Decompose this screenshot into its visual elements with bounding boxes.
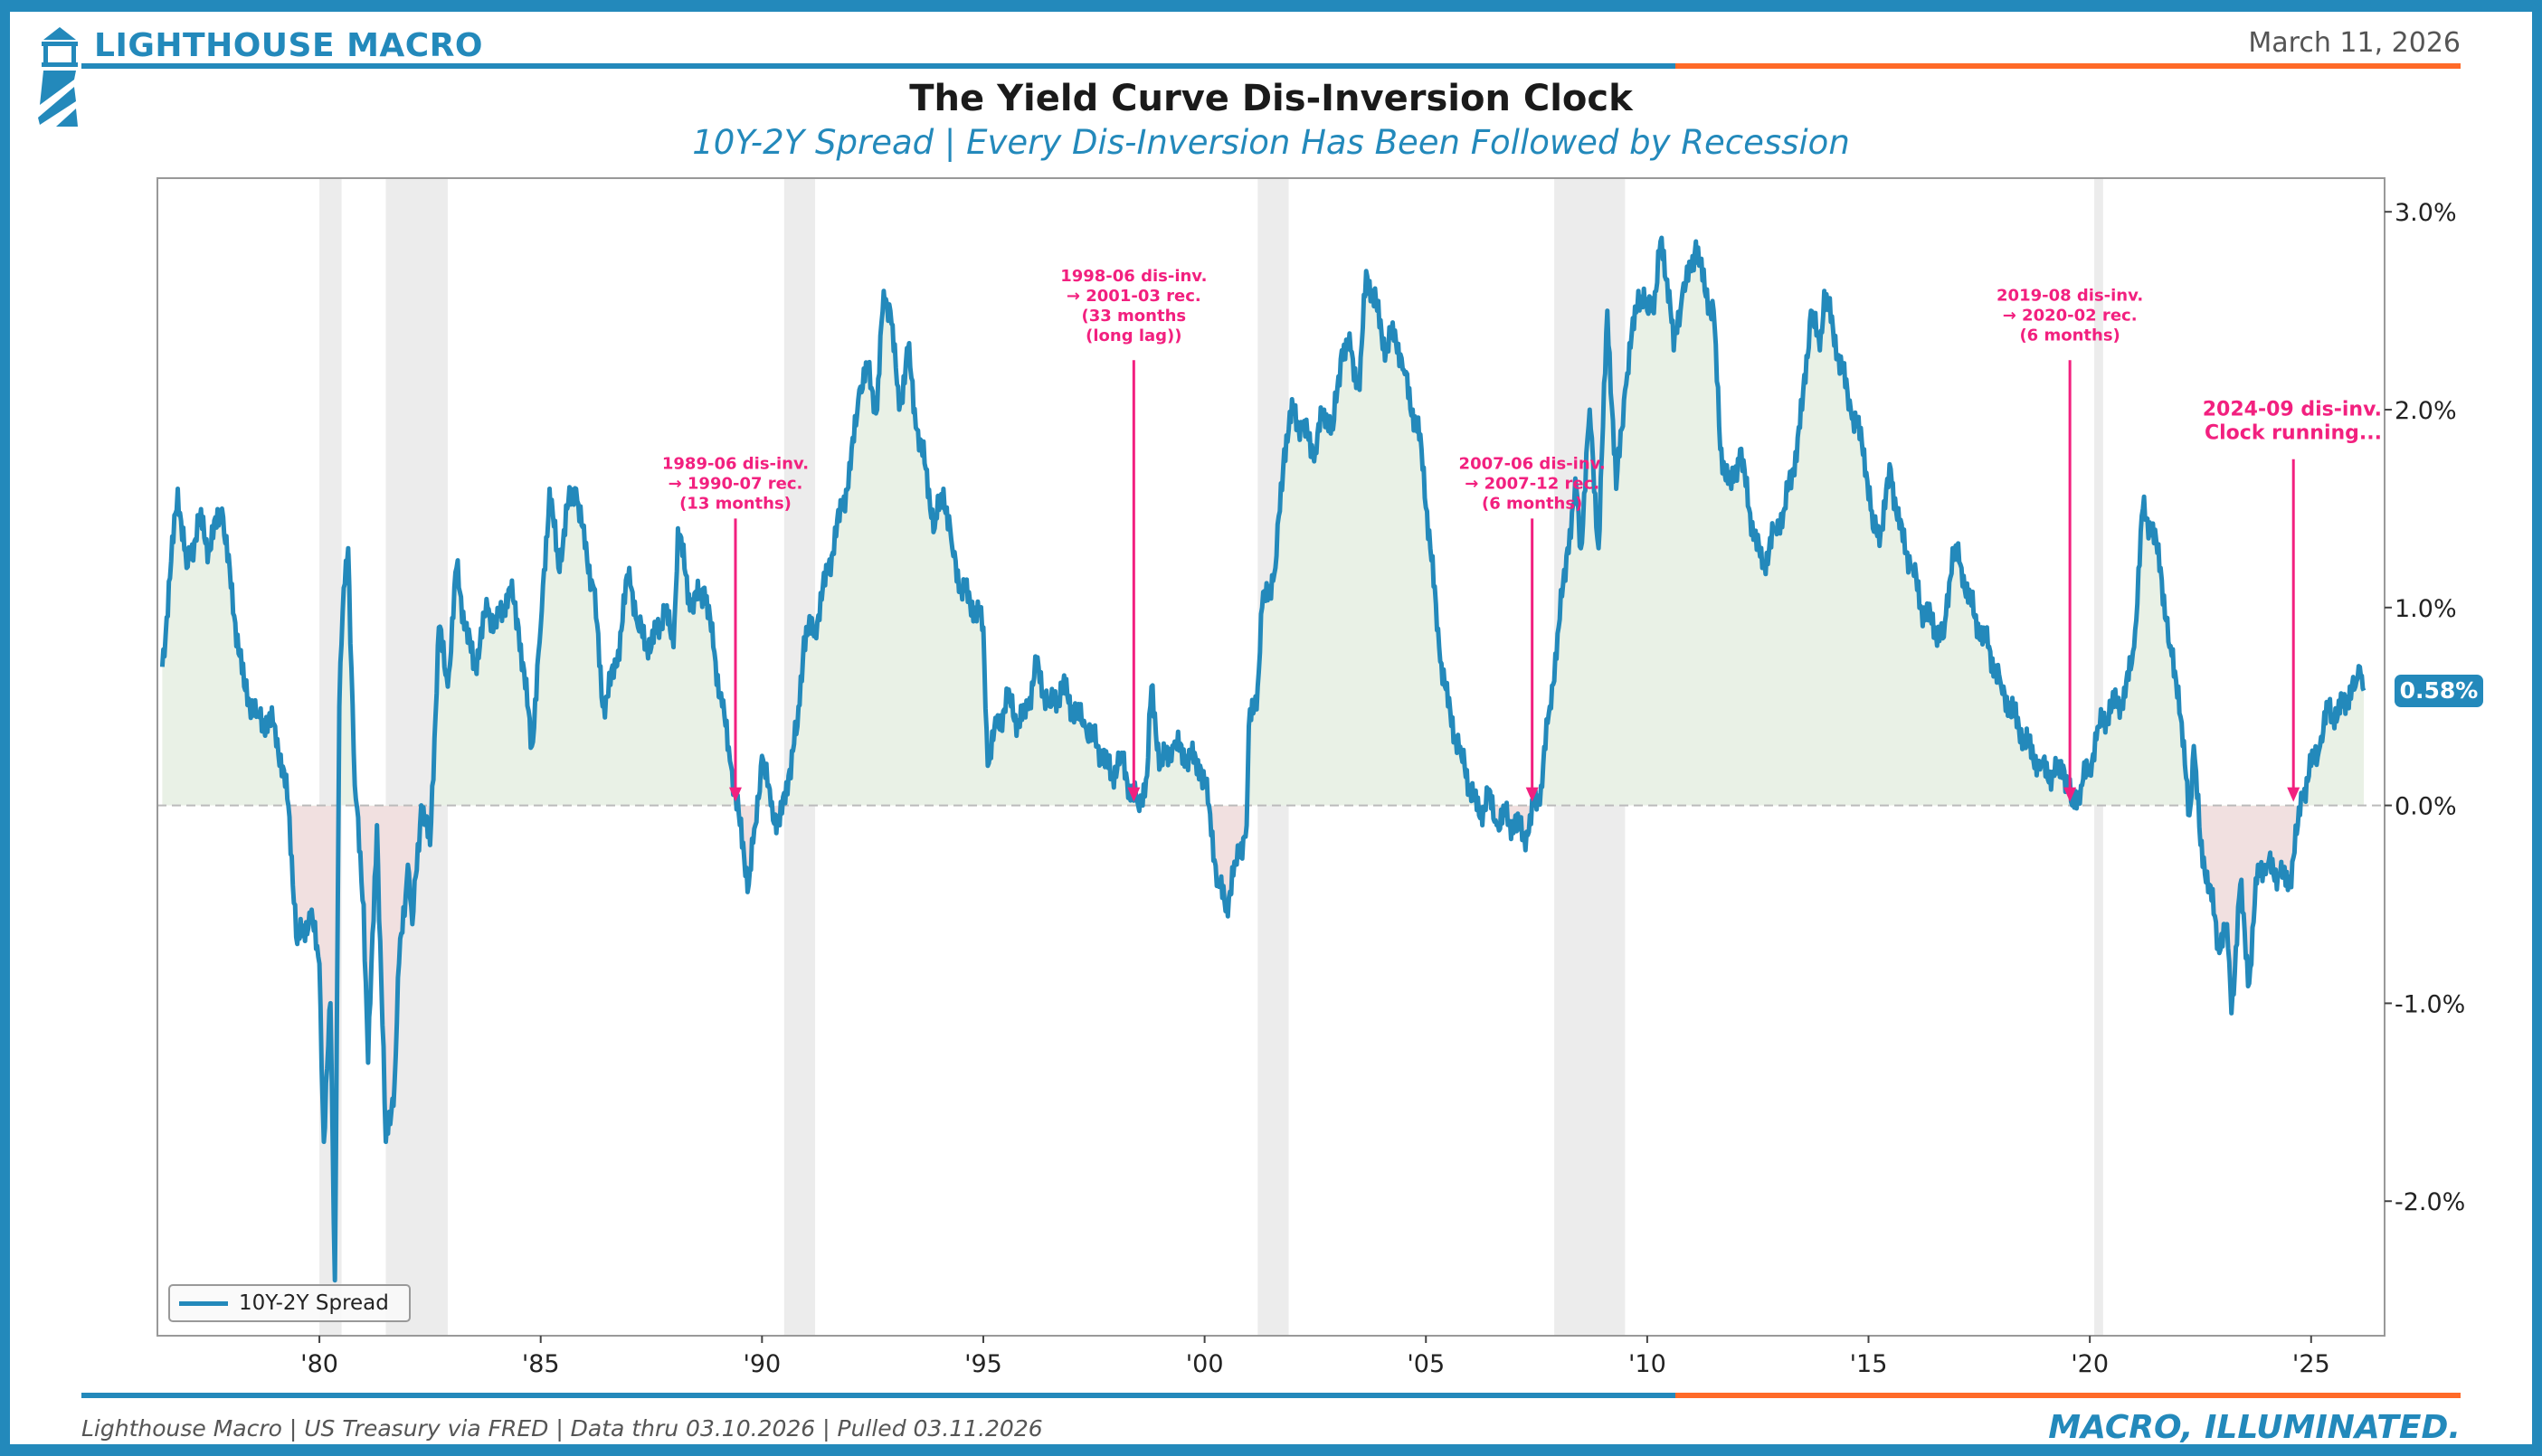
footer-source: Lighthouse Macro | US Treasury via FRED …	[81, 1415, 1043, 1442]
plot-border	[157, 177, 2385, 1337]
annotation-line: (33 months	[1082, 307, 1187, 326]
x-tick-label: '10	[1628, 1350, 1666, 1378]
y-tick-label: -1.0%	[2395, 990, 2465, 1018]
y-tick-label: 2.0%	[2395, 397, 2457, 425]
annotation-line: 1998-06 dis-inv.	[1060, 267, 1207, 286]
annotation-line: (6 months)	[2019, 326, 2120, 345]
report-date: March 11, 2026	[2248, 27, 2461, 59]
annotation-label: 2019-08 dis-inv. → 2020-02 rec. (6 months)	[1997, 287, 2143, 345]
annotation-line: → 2001-03 rec.	[1067, 287, 1201, 306]
annotation-line: → 1990-07 rec.	[669, 475, 803, 494]
annotation-label: 1998-06 dis-inv. → 2001-03 rec. (33 months…	[1060, 267, 1207, 345]
chart-title: The Yield Curve Dis-Inversion Clock	[909, 78, 1633, 119]
chart-subtitle: 10Y-2Y Spread | Every Dis-Inversion Has …	[692, 123, 1850, 162]
recession-bands	[319, 178, 2103, 1336]
x-tick-label: '05	[1407, 1350, 1445, 1378]
y-tick-label: 0.0%	[2395, 793, 2457, 821]
annotation-label: 1989-06 dis-inv. → 1990-07 rec. (13 months…	[662, 455, 809, 514]
annotation-line: (13 months)	[679, 495, 792, 514]
x-tick-label: '20	[2071, 1350, 2109, 1378]
footer-rule	[81, 1393, 2461, 1398]
positive-area-fill	[162, 238, 2364, 806]
footer-tagline: MACRO, ILLUMINATED.	[2048, 1409, 2461, 1446]
x-tick-label: '00	[1186, 1350, 1224, 1378]
arrow-head-icon	[2063, 787, 2077, 802]
annotation-label: 2024-09 dis-inv. Clock running...	[2203, 399, 2382, 445]
arrow-head-icon	[2287, 787, 2300, 802]
annotation-line: → 2007-12 rec.	[1465, 475, 1599, 494]
annotation-line: (long lag))	[1086, 326, 1181, 345]
x-axis: '80 '85 '90 '95 '00 '05 '10 '15 '20 '25	[300, 1336, 2330, 1378]
annotation-line: Clock running...	[2205, 422, 2382, 445]
x-tick-label: '80	[300, 1350, 338, 1378]
arrow-head-icon	[1525, 787, 1539, 802]
x-tick-label: '15	[1850, 1350, 1888, 1378]
legend-swatch	[179, 1300, 228, 1306]
x-tick-label: '95	[964, 1350, 1002, 1378]
x-tick-label: '85	[522, 1350, 560, 1378]
legend-label: 10Y-2Y Spread	[239, 1291, 389, 1315]
annotation-line: 1989-06 dis-inv.	[662, 455, 809, 474]
annotation-line: 2019-08 dis-inv.	[1997, 287, 2143, 306]
x-tick-label: '25	[2292, 1350, 2330, 1378]
legend: 10Y-2Y Spread	[168, 1284, 411, 1322]
arrow-head-icon	[1127, 787, 1141, 802]
annotation-line: 2024-09 dis-inv.	[2203, 399, 2382, 421]
spread-series-line	[159, 235, 2367, 1283]
annotation-line: (6 months)	[1482, 495, 1582, 514]
annotation-line: 2007-06 dis-inv.	[1459, 455, 1606, 474]
lighthouse-logo-icon	[38, 27, 78, 127]
header-rule	[81, 63, 2461, 69]
y-tick-label: 1.0%	[2395, 595, 2457, 623]
annotation-line: → 2020-02 rec.	[2003, 307, 2138, 326]
last-value-badge: 0.58%	[2395, 675, 2483, 707]
brand-name: LIGHTHOUSE MACRO	[94, 27, 484, 64]
arrow-head-icon	[728, 787, 742, 802]
annotations: 1989-06 dis-inv. → 1990-07 rec. (13 months…	[662, 267, 2382, 802]
annotation-label: 2007-06 dis-inv. → 2007-12 rec. (6 months)	[1459, 455, 1606, 514]
x-tick-label: '90	[743, 1350, 781, 1378]
y-tick-label: 3.0%	[2395, 199, 2457, 227]
y-axis: 3.0% 2.0% 1.0% 0.0% -1.0% -2.0%	[2385, 199, 2465, 1216]
y-tick-label: -2.0%	[2395, 1188, 2465, 1216]
